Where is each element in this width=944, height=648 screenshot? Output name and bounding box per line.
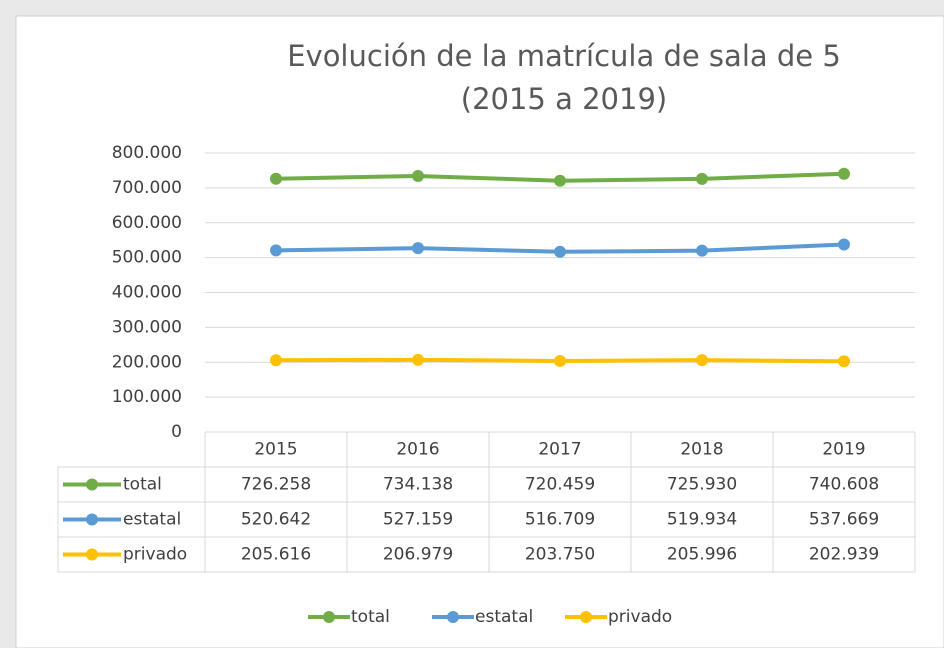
x-tick-label: 2019 (822, 440, 865, 460)
table-cell: 527.159 (383, 510, 453, 530)
chart-background (15, 15, 944, 648)
legend-label: privado (608, 607, 672, 627)
table-cell: 520.642 (241, 510, 311, 530)
data-point (270, 354, 282, 367)
data-point (270, 172, 282, 185)
x-tick-label: 2017 (538, 440, 581, 460)
data-point (412, 353, 424, 366)
y-tick-label: 600.000 (112, 213, 182, 233)
table-cell: 516.709 (525, 510, 595, 530)
table-cell: 537.669 (809, 510, 879, 530)
legend-key-marker (580, 611, 592, 623)
table-cell: 734.138 (383, 475, 453, 495)
table-row-label: privado (123, 545, 187, 565)
chart-subtitle: (2015 a 2019) (461, 82, 667, 116)
data-point (696, 172, 708, 185)
y-tick-label: 200.000 (112, 352, 182, 372)
y-tick-label: 500.000 (112, 248, 182, 268)
table-row-label: total (123, 475, 162, 495)
legend-key-marker (323, 611, 335, 623)
table-cell: 519.934 (667, 510, 737, 530)
data-point (270, 244, 282, 257)
legend-label: estatal (475, 607, 533, 627)
table-cell: 206.979 (383, 545, 453, 565)
y-tick-label: 400.000 (112, 283, 182, 303)
y-tick-label: 0 (171, 422, 182, 442)
legend-key-marker (86, 513, 98, 526)
data-point (838, 238, 850, 251)
data-point (554, 174, 566, 187)
table-cell: 205.996 (667, 545, 737, 565)
chart-title: Evolución de la matrícula de sala de 5 (287, 39, 841, 73)
table-row-label: estatal (123, 510, 181, 530)
data-point (838, 167, 850, 180)
data-point (554, 245, 566, 258)
legend-key-marker (86, 478, 98, 491)
x-tick-label: 2018 (680, 440, 723, 460)
table-cell: 726.258 (241, 475, 311, 495)
table-cell: 205.616 (241, 545, 311, 565)
table-cell: 740.608 (809, 475, 879, 495)
y-tick-label: 700.000 (112, 178, 182, 198)
data-point (554, 354, 566, 367)
legend-label: total (351, 607, 390, 627)
legend-key-marker (447, 611, 459, 623)
data-point (412, 242, 424, 255)
data-point (696, 244, 708, 257)
legend-key-marker (86, 548, 98, 561)
x-tick-label: 2015 (254, 440, 297, 460)
data-point (696, 354, 708, 367)
y-tick-label: 100.000 (112, 387, 182, 407)
table-cell: 725.930 (667, 475, 737, 495)
table-cell: 202.939 (809, 545, 879, 565)
y-tick-label: 300.000 (112, 317, 182, 337)
x-tick-label: 2016 (396, 440, 439, 460)
data-point (838, 355, 850, 368)
table-cell: 720.459 (525, 475, 595, 495)
data-point (412, 169, 424, 182)
y-tick-label: 800.000 (112, 143, 182, 163)
table-cell: 203.750 (525, 545, 595, 565)
